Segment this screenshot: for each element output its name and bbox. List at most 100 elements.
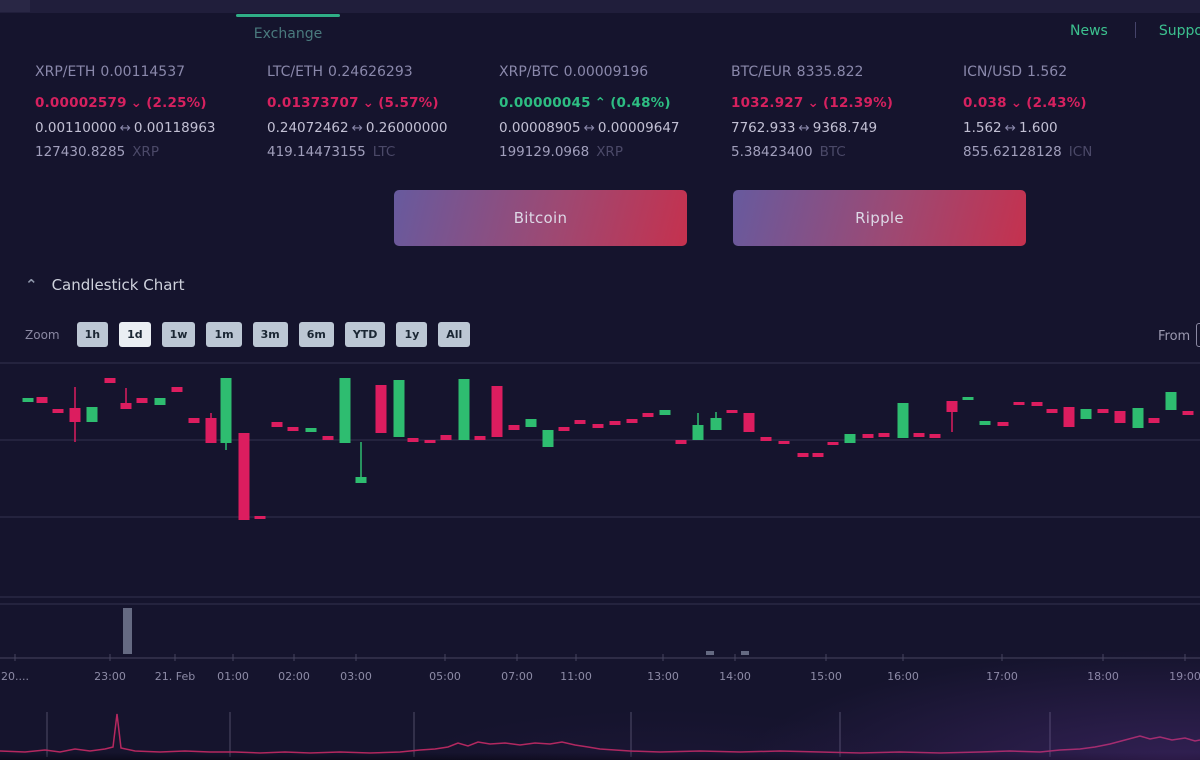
candle: [675, 440, 687, 444]
range-high: 0.00009647: [597, 120, 680, 136]
candle: [69, 408, 81, 422]
x-axis-label: 13:00: [647, 670, 679, 683]
candle: [458, 379, 470, 440]
x-axis-label: 14:00: [719, 670, 751, 683]
candle: [812, 453, 824, 457]
candle: [508, 425, 520, 430]
candle: [778, 441, 790, 444]
zoom-button-1y[interactable]: 1y: [396, 322, 428, 347]
ticker-range-line: 0.00008905 ↔ 0.00009647: [499, 120, 731, 136]
candle: [743, 413, 755, 432]
zoom-button-ytd[interactable]: YTD: [344, 322, 386, 347]
candlestick-chart[interactable]: 20.... 23:00 21. Feb 01:00 02:00 03:00 05:00 07…: [0, 355, 1200, 760]
range-low: 0.00110000: [35, 120, 117, 136]
change-value: 0.00002579: [35, 95, 127, 111]
x-axis-label: 15:00: [810, 670, 842, 683]
range-arrow-icon: ↔: [119, 120, 131, 136]
nav-link-support[interactable]: Support: [1158, 23, 1200, 39]
ticker-change-line: 0.01373707 ⌄ (5.57%): [267, 95, 499, 111]
candle: [525, 419, 537, 427]
window-top-strip: [0, 0, 1200, 13]
volume-value: 419.14473155: [267, 144, 366, 160]
zoom-button-1d[interactable]: 1d: [119, 322, 151, 347]
candle: [962, 397, 974, 400]
candle: [1165, 392, 1177, 410]
candle: [205, 418, 217, 443]
collapse-chevron-icon[interactable]: ⌃: [25, 276, 38, 294]
ticker-range-line: 1.562 ↔ 1.600: [963, 120, 1195, 136]
x-axis-label: 17:00: [986, 670, 1018, 683]
range-high: 0.26000000: [365, 120, 448, 136]
candle: [726, 410, 738, 413]
volume-bar: [706, 651, 714, 655]
candle: [1031, 402, 1043, 406]
candle: [188, 418, 200, 423]
candle: [1063, 407, 1075, 427]
x-axis-label: 11:00: [560, 670, 592, 683]
candle: [1132, 408, 1144, 428]
down-arrow-icon: ⌄: [362, 95, 375, 111]
candle: [946, 401, 958, 412]
candle: [1097, 409, 1109, 413]
range-high: 1.600: [1018, 120, 1058, 136]
candle: [220, 378, 232, 443]
change-value: 0.00000045: [499, 95, 591, 111]
zoom-button-all[interactable]: All: [438, 322, 471, 347]
candle: [22, 398, 34, 402]
candle: [609, 421, 621, 425]
chart-section-title: Candlestick Chart: [51, 276, 185, 294]
zoom-label: Zoom: [25, 327, 60, 342]
active-tab-indicator: [236, 14, 340, 17]
candle: [710, 418, 722, 430]
candle: [659, 410, 671, 415]
change-percent: (2.43%): [1026, 95, 1087, 111]
zoom-button-1w[interactable]: 1w: [161, 322, 196, 347]
up-arrow-icon: ⌃: [594, 95, 607, 111]
zoom-button-3m[interactable]: 3m: [252, 322, 288, 347]
range-low: 1.562: [963, 120, 1002, 136]
range-low: 0.00008905: [499, 120, 581, 136]
range-low: 7762.933: [731, 120, 796, 136]
chart-section-header: ⌃ Candlestick Chart: [25, 276, 184, 294]
ticker-change-line: 1032.927 ⌄ (12.39%): [731, 95, 963, 111]
candle: [897, 403, 909, 438]
down-arrow-icon: ⌄: [1010, 95, 1023, 111]
pair-label: BTC/EUR: [731, 64, 792, 80]
zoom-button-1h[interactable]: 1h: [76, 322, 109, 347]
from-date-input[interactable]: [1196, 323, 1200, 347]
range-high: 9368.749: [812, 120, 878, 136]
volume-value: 199129.0968: [499, 144, 590, 160]
bitcoin-button[interactable]: Bitcoin: [394, 190, 687, 246]
header-nav: News Support: [1070, 22, 1200, 39]
candle: [254, 516, 266, 519]
ticker-change-line: 0.00000045 ⌃ (0.48%): [499, 95, 731, 111]
nav-link-news[interactable]: News: [1070, 23, 1108, 39]
x-axis-label: 05:00: [429, 670, 461, 683]
pair-label: XRP/ETH: [35, 64, 96, 80]
range-high: 0.00118963: [133, 120, 216, 136]
ticker-volume-line: 855.62128128 ICN: [963, 144, 1195, 160]
zoom-button-1m[interactable]: 1m: [206, 322, 242, 347]
range-arrow-icon: ↔: [351, 120, 363, 136]
candle: [154, 398, 166, 405]
last-price: 8335.822: [796, 64, 864, 80]
ripple-button[interactable]: Ripple: [733, 190, 1026, 246]
x-axis-label: 01:00: [217, 670, 249, 683]
candle: [171, 387, 183, 392]
candle: [440, 435, 452, 440]
ticker-pair-line: ICN/USD 1.562: [963, 64, 1195, 80]
down-arrow-icon: ⌄: [130, 95, 143, 111]
zoom-button-6m[interactable]: 6m: [298, 322, 334, 347]
ticker-volume-line: 127430.8285 XRP: [35, 144, 267, 160]
x-axis-label: 19:00: [1169, 670, 1200, 683]
tab-exchange[interactable]: Exchange: [236, 14, 340, 42]
range-arrow-icon: ↔: [583, 120, 595, 136]
candle: [424, 440, 436, 443]
navigator-line[interactable]: [0, 713, 1200, 754]
last-price: 0.24626293: [328, 64, 413, 80]
candle: [913, 433, 925, 437]
ticker-xrp-btc: XRP/BTC 0.00009196 0.00000045 ⌃ (0.48%) 0.0…: [499, 64, 731, 160]
x-axis-label: 03:00: [340, 670, 372, 683]
candle: [626, 419, 638, 423]
